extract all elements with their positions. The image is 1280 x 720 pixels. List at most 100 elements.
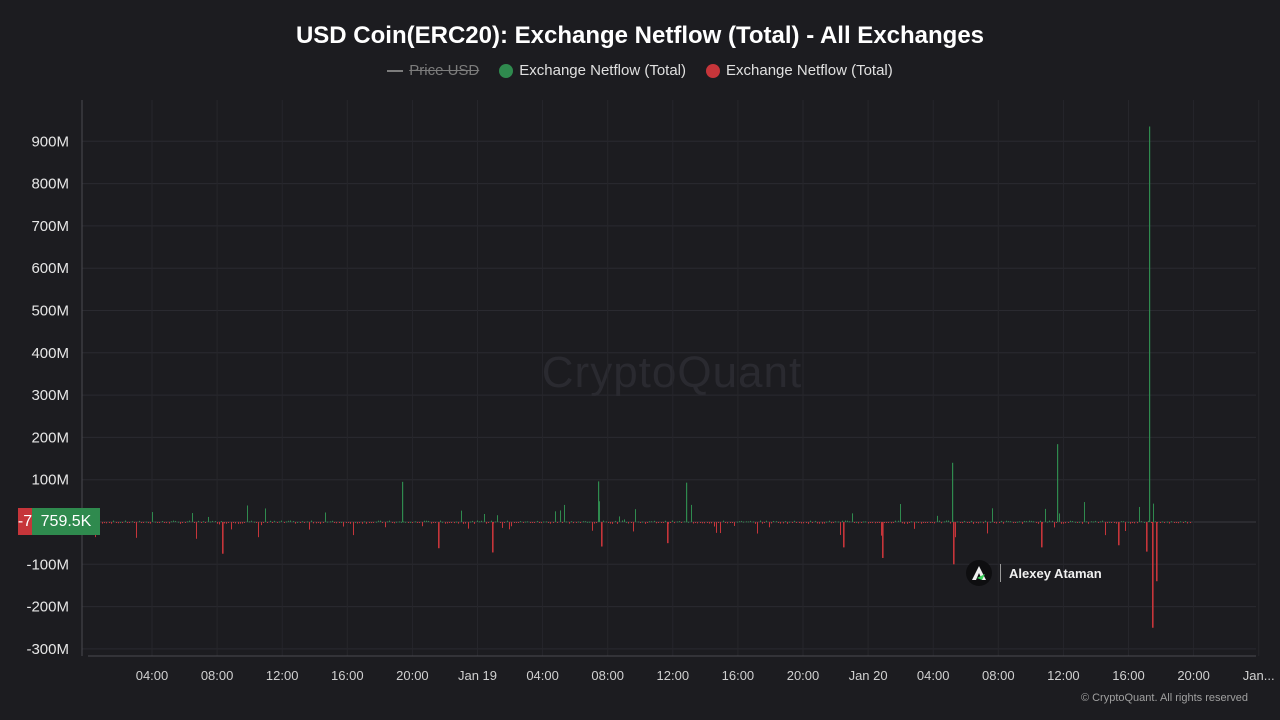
netflow-bar xyxy=(502,522,503,528)
netflow-bar xyxy=(116,522,117,523)
x-tick-label: 20:00 xyxy=(396,668,429,683)
netflow-bar xyxy=(1084,502,1085,522)
netflow-bar xyxy=(766,520,767,522)
netflow-bar xyxy=(389,520,390,522)
netflow-bar xyxy=(1008,521,1009,523)
netflow-bar xyxy=(831,522,832,524)
netflow-bar xyxy=(573,522,574,524)
netflow-bar xyxy=(576,522,577,523)
netflow-bar xyxy=(1010,521,1011,523)
netflow-bar xyxy=(323,522,324,523)
y-tick-label: 200M xyxy=(31,429,69,446)
netflow-bar xyxy=(233,522,234,523)
netflow-bar xyxy=(677,521,678,523)
netflow-bar xyxy=(594,522,595,524)
netflow-bar xyxy=(256,522,257,523)
netflow-bar xyxy=(1164,522,1165,524)
netflow-bar xyxy=(760,520,761,522)
netflow-bar xyxy=(265,508,266,522)
netflow-bar-spike xyxy=(222,522,224,554)
netflow-bar xyxy=(918,522,919,523)
netflow-bar xyxy=(822,522,823,524)
netflow-bar xyxy=(284,522,285,523)
netflow-bar xyxy=(711,522,712,524)
netflow-bar xyxy=(465,522,466,524)
netflow-bar xyxy=(403,521,404,523)
x-tick-label: Jan 19 xyxy=(458,668,497,683)
netflow-bar xyxy=(1013,522,1014,524)
netflow-bar xyxy=(902,522,903,524)
netflow-bar xyxy=(1093,521,1094,523)
netflow-bar xyxy=(1086,521,1087,523)
netflow-bar xyxy=(1079,521,1080,523)
netflow-bar xyxy=(1049,520,1050,522)
netflow-bar xyxy=(665,520,666,522)
netflow-bar xyxy=(148,522,149,524)
netflow-bar xyxy=(543,521,544,523)
netflow-bar xyxy=(838,521,839,523)
netflow-bar xyxy=(286,521,287,523)
netflow-bar xyxy=(336,522,337,524)
netflow-bar xyxy=(955,522,956,538)
netflow-bar xyxy=(785,521,786,523)
netflow-bar xyxy=(125,520,126,522)
netflow-bar xyxy=(293,521,294,523)
x-tick-label: 04:00 xyxy=(917,668,950,683)
netflow-bar xyxy=(599,501,600,522)
netflow-bar xyxy=(783,522,784,524)
netflow-bar xyxy=(270,520,271,522)
netflow-bar xyxy=(973,522,974,524)
netflow-bar xyxy=(320,522,321,524)
netflow-bar xyxy=(228,522,229,523)
netflow-bar xyxy=(445,522,446,524)
netflow-bar xyxy=(842,520,843,522)
x-tick-label: 08:00 xyxy=(591,668,624,683)
netflow-bar xyxy=(1139,506,1140,522)
netflow-bar xyxy=(1047,521,1048,523)
y-tick-label: 800M xyxy=(31,176,69,193)
netflow-bar xyxy=(688,521,689,523)
legend-item-netflow-negative[interactable]: Exchange Netflow (Total) xyxy=(706,62,893,79)
netflow-bar xyxy=(1098,522,1099,523)
netflow-bar xyxy=(642,521,643,523)
netflow-bar xyxy=(401,521,402,523)
netflow-bar xyxy=(348,522,349,523)
netflow-bar xyxy=(852,513,853,522)
netflow-bar xyxy=(799,522,800,523)
netflow-bar xyxy=(509,522,510,530)
netflow-bar xyxy=(967,522,968,523)
netflow-bar xyxy=(187,521,188,523)
netflow-bar xyxy=(640,522,641,523)
netflow-bar xyxy=(136,522,137,538)
netflow-bar xyxy=(247,505,248,522)
netflow-bar xyxy=(290,520,291,522)
netflow-bar xyxy=(1070,520,1071,522)
netflow-bar xyxy=(238,522,239,524)
netflow-bar xyxy=(1123,521,1124,523)
netflow-bar xyxy=(449,522,450,523)
netflow-bar xyxy=(833,522,834,523)
netflow-bar xyxy=(481,520,482,522)
netflow-bar xyxy=(523,522,524,523)
y-tick-label: -200M xyxy=(26,599,69,616)
netflow-bar xyxy=(1059,513,1060,522)
x-tick-label: 20:00 xyxy=(787,668,820,683)
legend-item-price[interactable]: Price USD xyxy=(387,62,479,79)
netflow-bar xyxy=(1100,521,1101,523)
netflow-bar xyxy=(704,522,705,524)
netflow-bar xyxy=(941,522,942,524)
y-tick-label: 600M xyxy=(31,260,69,277)
netflow-bar xyxy=(911,521,912,523)
netflow-bar xyxy=(267,522,268,523)
netflow-bar xyxy=(957,521,958,523)
netflow-bar xyxy=(583,521,584,523)
legend-item-netflow-positive[interactable]: Exchange Netflow (Total) xyxy=(499,62,686,79)
y-tick-label: 700M xyxy=(31,218,69,235)
netflow-bar xyxy=(801,522,802,524)
netflow-bar xyxy=(656,522,657,524)
netflow-bar xyxy=(649,521,650,523)
netflow-bar xyxy=(898,520,899,522)
x-tick-label: 12:00 xyxy=(657,668,690,683)
netflow-bar xyxy=(750,520,751,522)
